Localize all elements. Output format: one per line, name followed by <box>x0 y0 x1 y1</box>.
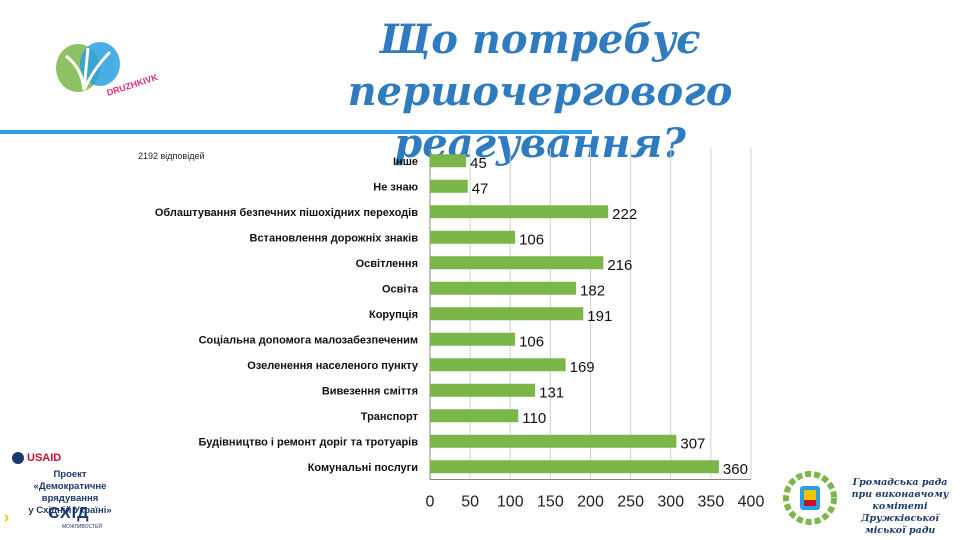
skhid-subtitle: МОЖЛИВОСТЕЙ <box>62 524 102 530</box>
title-divider <box>0 130 592 134</box>
bar-value-label: 169 <box>570 359 595 376</box>
bar <box>430 281 577 295</box>
category-label: Будівництво і ремонт доріг та тротуарів <box>199 436 419 448</box>
category-label: Не знаю <box>373 181 418 193</box>
council-name: Громадська рада при виконавчому комітеті… <box>851 477 949 536</box>
x-tick-label: 350 <box>698 494 725 511</box>
council-emblem-icon <box>783 471 837 525</box>
bar-value-label: 191 <box>587 308 612 325</box>
bar-chart: 0 50 100 150 200 250 300 350 400 Інше 45 Не знаю 47 О… <box>155 148 765 511</box>
x-tick-label: 150 <box>537 494 564 511</box>
x-tick-label: 50 <box>461 494 479 511</box>
category-label: Корупція <box>369 309 418 321</box>
bar <box>430 460 719 474</box>
x-tick-label: 0 <box>426 494 435 511</box>
project-name: Проект «Демократичне врядування у Східні… <box>28 469 112 516</box>
bar-value-label: 307 <box>680 435 705 452</box>
title-line-1: Що потребує першочергового <box>347 16 733 115</box>
category-label: Освітлення <box>356 258 418 270</box>
bar <box>430 307 584 321</box>
bar-value-label: 216 <box>607 257 632 274</box>
responses-count: 2192 відповідей <box>138 151 205 161</box>
chevron-right-icon: › <box>4 509 10 526</box>
bar <box>430 179 468 193</box>
bar-value-label: 110 <box>522 410 546 427</box>
x-tick-label: 100 <box>497 494 524 511</box>
bar <box>430 230 516 244</box>
bar <box>430 205 609 219</box>
bar-value-label: 45 <box>470 155 487 172</box>
x-tick-label: 400 <box>738 494 765 511</box>
bar-value-label: 222 <box>612 206 637 223</box>
skhid-logo: СХІД <box>48 505 90 522</box>
usaid-emblem-icon <box>12 452 24 465</box>
bar <box>430 154 467 168</box>
category-label: Освіта <box>382 283 419 295</box>
bar <box>430 358 566 372</box>
bar <box>430 256 604 270</box>
x-tick-label: 300 <box>657 494 684 511</box>
x-tick-label: 200 <box>577 494 604 511</box>
category-label: Озеленення населеного пункту <box>247 360 419 372</box>
category-label: Облаштування безпечних пішохідних перехо… <box>155 207 418 219</box>
bar <box>430 409 519 423</box>
category-label: Вивезення сміття <box>322 385 418 397</box>
usaid-logo: USAID <box>12 452 61 465</box>
bar-value-label: 106 <box>519 333 544 350</box>
category-label: Встановлення дорожніх знаків <box>250 232 419 244</box>
category-label: Транспорт <box>361 411 419 423</box>
bar <box>430 434 677 448</box>
bar <box>430 383 536 397</box>
bar-value-label: 106 <box>519 231 544 248</box>
bar <box>430 332 516 346</box>
category-label: Комунальні послуги <box>308 462 418 474</box>
x-tick-label: 250 <box>617 494 644 511</box>
bar-value-label: 182 <box>580 282 605 299</box>
bar-value-label: 131 <box>539 384 564 401</box>
druzhkivka-logo: DRUZHKIVKA <box>56 42 158 98</box>
category-label: Інше <box>393 156 418 168</box>
category-label: Соціальна допомога малозабезпеченим <box>199 334 418 346</box>
bar-value-label: 360 <box>723 461 748 478</box>
bar-value-label: 47 <box>472 180 489 197</box>
